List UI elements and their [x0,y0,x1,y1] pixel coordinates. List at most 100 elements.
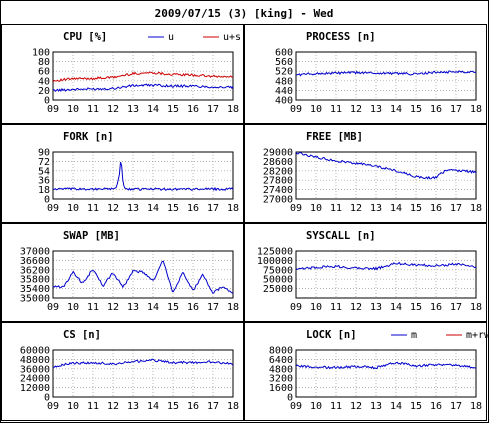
fork-panel-border [1,124,244,223]
process-xtick-8: 17 [450,104,462,115]
lock-xtick-2: 11 [330,401,342,412]
lock-xtick-0: 09 [290,401,302,412]
syscall-title: SYSCALL [n] [306,230,376,242]
cpu-xtick-0: 09 [47,104,59,115]
cs-ytick-2: 24000 [20,374,50,385]
syscall-ytick-2: 75000 [263,265,293,276]
cpu-ytick-3: 60 [38,67,50,78]
process-plot-frame [295,51,477,101]
fork-ytick-1: 18 [38,185,50,196]
process-ytick-3: 520 [275,67,293,78]
free-xtick-9: 18 [470,203,482,214]
cpu-title: CPU [%] [63,31,107,43]
free-xtick-1: 10 [310,203,322,214]
cs-xtick-9: 18 [227,401,239,412]
free-xtick-3: 12 [350,203,362,214]
syscall-panel-border [244,223,487,322]
swap-series-line [52,260,234,294]
fork-ytick-2: 36 [38,176,50,187]
lock-xtick-6: 15 [410,401,422,412]
free-title: FREE [MB] [306,131,363,143]
cs-series-line [52,358,234,368]
cpu-xtick-5: 14 [147,104,159,115]
lock-xtick-9: 18 [470,401,482,412]
cpu-xtick-9: 18 [227,104,239,115]
lock-xtick-5: 14 [390,401,402,412]
syscall-xtick-7: 16 [430,302,442,313]
cpu-ytick-1: 20 [38,86,50,97]
process-xtick-3: 12 [350,104,362,115]
cs-panel-border [1,322,244,421]
lock-ytick-3: 4800 [269,364,293,375]
cpu-ytick-5: 100 [32,48,50,59]
swap-xtick-0: 09 [47,302,59,313]
process-ytick-0: 400 [275,96,293,107]
process-xtick-7: 16 [430,104,442,115]
free-ytick-0: 27000 [263,195,293,206]
cpu-xtick-8: 17 [207,104,219,115]
syscall-xtick-6: 15 [410,302,422,313]
cs-plot-frame [52,349,234,398]
lock-xtick-8: 17 [450,401,462,412]
cpu-xtick-3: 12 [107,104,119,115]
cpu-panel-border [1,24,244,124]
free-ytick-2: 27800 [263,176,293,187]
cs-ytick-3: 36000 [20,364,50,375]
fork-xtick-9: 18 [227,203,239,214]
syscall-xtick-5: 14 [390,302,402,313]
swap-panel-border [1,223,244,322]
swap-ytick-0: 35000 [20,294,50,305]
swap-ytick-2: 35800 [20,275,50,286]
free-xtick-7: 16 [430,203,442,214]
free-xtick-6: 15 [410,203,422,214]
cs-ytick-1: 12000 [20,383,50,394]
lock-ytick-5: 8000 [269,346,293,357]
syscall-xtick-1: 10 [310,302,322,313]
cpu-xtick-6: 15 [167,104,179,115]
swap-xtick-3: 12 [107,302,119,313]
free-plot-frame [295,151,477,200]
free-xtick-5: 14 [390,203,402,214]
cs-xtick-4: 13 [127,401,139,412]
process-title: PROCESS [n] [306,31,376,43]
swap-xtick-9: 18 [227,302,239,313]
cpu-legend-label-0: u [168,32,174,43]
cpu-xtick-4: 13 [127,104,139,115]
lock-xtick-1: 10 [310,401,322,412]
free-series-line [295,151,477,180]
cs-xtick-8: 17 [207,401,219,412]
cpu-ytick-4: 80 [38,57,50,68]
swap-ytick-4: 36600 [20,256,50,267]
process-xtick-2: 11 [330,104,342,115]
cpu-plot-frame [52,51,234,101]
syscall-series-line [295,261,477,271]
lock-xtick-3: 12 [350,401,362,412]
fork-title: FORK [n] [63,131,114,143]
swap-ytick-1: 35400 [20,284,50,295]
swap-xtick-4: 13 [127,302,139,313]
process-ytick-4: 560 [275,57,293,68]
swap-xtick-7: 16 [187,302,199,313]
lock-legend-label-1: m+rw [466,330,489,341]
cpu-xtick-1: 10 [67,104,79,115]
fork-xtick-3: 12 [107,203,119,214]
syscall-xtick-4: 13 [370,302,382,313]
lock-legend-label-0: m [411,330,417,341]
syscall-xtick-8: 17 [450,302,462,313]
free-xtick-8: 17 [450,203,462,214]
swap-xtick-2: 11 [87,302,99,313]
syscall-xtick-9: 18 [470,302,482,313]
fork-xtick-6: 15 [167,203,179,214]
syscall-ytick-1: 50000 [263,275,293,286]
cs-xtick-1: 10 [67,401,79,412]
swap-xtick-5: 14 [147,302,159,313]
free-ytick-5: 29000 [263,148,293,159]
process-ytick-1: 440 [275,86,293,97]
cs-ytick-5: 60000 [20,346,50,357]
cs-xtick-5: 14 [147,401,159,412]
fork-series-line [52,162,234,192]
cs-xtick-7: 16 [187,401,199,412]
